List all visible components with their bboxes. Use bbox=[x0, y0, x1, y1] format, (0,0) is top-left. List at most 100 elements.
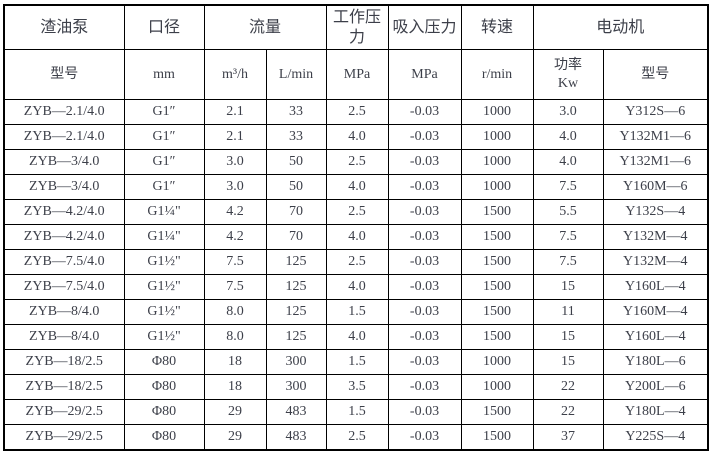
table-cell: Φ80 bbox=[123, 399, 205, 425]
table-cell: 1.5 bbox=[325, 349, 389, 375]
header-unit-m3h: m³/h bbox=[203, 49, 267, 100]
header-unit-mpa-working: MPa bbox=[325, 49, 389, 100]
header-power: 功率 Kw bbox=[532, 49, 604, 100]
table-cell: 1500 bbox=[460, 199, 534, 225]
table-cell: -0.03 bbox=[387, 199, 462, 225]
table-cell: 3.0 bbox=[532, 99, 604, 125]
table-cell: 1500 bbox=[460, 424, 534, 451]
table-cell: 7.5 bbox=[532, 249, 604, 275]
table-cell: -0.03 bbox=[387, 99, 462, 125]
table-cell: G1¼" bbox=[123, 199, 205, 225]
table-cell: 3.0 bbox=[203, 174, 267, 200]
table-cell: Φ80 bbox=[123, 424, 205, 451]
table-cell: Y132M1—6 bbox=[602, 124, 709, 150]
table-cell: Φ80 bbox=[123, 374, 205, 400]
table-cell: ZYB—29/2.5 bbox=[3, 399, 125, 425]
table-cell: 4.2 bbox=[203, 224, 267, 250]
table-cell: 4.0 bbox=[325, 224, 389, 250]
table-cell: ZYB—8/4.0 bbox=[3, 324, 125, 350]
table-cell: 1000 bbox=[460, 374, 534, 400]
header-motor: 电动机 bbox=[532, 4, 709, 50]
table-cell: 4.0 bbox=[325, 174, 389, 200]
table-cell: Y180L—4 bbox=[602, 399, 709, 425]
table-cell: 22 bbox=[532, 399, 604, 425]
table-row: ZYB—8/4.0 G1½" 8.0 125 4.0 -0.03 1500 15 Y160L—4 bbox=[3, 324, 709, 350]
table-cell: 483 bbox=[265, 399, 327, 425]
table-cell: 300 bbox=[265, 374, 327, 400]
table-cell: 300 bbox=[265, 349, 327, 375]
header-pump: 渣油泵 bbox=[3, 4, 125, 50]
table-cell: ZYB—29/2.5 bbox=[3, 424, 125, 451]
header-flow: 流量 bbox=[203, 4, 327, 50]
table-cell: 4.0 bbox=[532, 124, 604, 150]
table-cell: ZYB—18/2.5 bbox=[3, 349, 125, 375]
table-cell: G1″ bbox=[123, 124, 205, 150]
table-cell: 18 bbox=[203, 374, 267, 400]
header-unit-mm: mm bbox=[123, 49, 205, 100]
table-cell: 483 bbox=[265, 424, 327, 451]
table-cell: 8.0 bbox=[203, 299, 267, 325]
table-cell: ZYB—4.2/4.0 bbox=[3, 224, 125, 250]
table-cell: ZYB—2.1/4.0 bbox=[3, 124, 125, 150]
table-row: ZYB—4.2/4.0 G1¼" 4.2 70 2.5 -0.03 1500 5.5 Y132S… bbox=[3, 199, 709, 225]
table-row: ZYB—7.5/4.0 G1½" 7.5 125 4.0 -0.03 1500 15 Y160L… bbox=[3, 274, 709, 300]
table-cell: 1500 bbox=[460, 324, 534, 350]
header-row-1: 渣油泵 口径 流量 工作压力 吸入压力 转速 电动机 bbox=[3, 4, 709, 50]
table-row: ZYB—2.1/4.0 G1″ 2.1 33 4.0 -0.03 1000 4.0 Y132M1… bbox=[3, 124, 709, 150]
table-cell: Φ80 bbox=[123, 349, 205, 375]
table-cell: ZYB—8/4.0 bbox=[3, 299, 125, 325]
table-cell: G1″ bbox=[123, 174, 205, 200]
table-cell: 33 bbox=[265, 124, 327, 150]
table-cell: Y160L—4 bbox=[602, 324, 709, 350]
table-cell: 7.5 bbox=[532, 174, 604, 200]
table-cell: 7.5 bbox=[203, 249, 267, 275]
table-cell: 4.0 bbox=[325, 324, 389, 350]
table-cell: ZYB—7.5/4.0 bbox=[3, 274, 125, 300]
table-cell: 50 bbox=[265, 149, 327, 175]
table-cell: G1″ bbox=[123, 149, 205, 175]
table-cell: Y225S—4 bbox=[602, 424, 709, 451]
table-cell: 125 bbox=[265, 249, 327, 275]
table-cell: 22 bbox=[532, 374, 604, 400]
table-cell: 2.5 bbox=[325, 424, 389, 451]
table-cell: Y160L—4 bbox=[602, 274, 709, 300]
table-cell: 37 bbox=[532, 424, 604, 451]
table-cell: 1500 bbox=[460, 274, 534, 300]
table-cell: 1000 bbox=[460, 124, 534, 150]
table-cell: -0.03 bbox=[387, 374, 462, 400]
pump-spec-table: 渣油泵 口径 流量 工作压力 吸入压力 转速 电动机 型号 mm m³/h L/… bbox=[3, 4, 710, 451]
table-cell: 7.5 bbox=[532, 224, 604, 250]
table-row: ZYB—29/2.5 Φ80 29 483 2.5 -0.03 1500 37 Y225S—4 bbox=[3, 424, 709, 451]
table-cell: ZYB—2.1/4.0 bbox=[3, 99, 125, 125]
table-cell: 11 bbox=[532, 299, 604, 325]
table-cell: 1.5 bbox=[325, 299, 389, 325]
header-unit-rmin: r/min bbox=[460, 49, 534, 100]
table-cell: Y160M—4 bbox=[602, 299, 709, 325]
table-cell: 29 bbox=[203, 424, 267, 451]
table-cell: -0.03 bbox=[387, 399, 462, 425]
table-row: ZYB—18/2.5 Φ80 18 300 3.5 -0.03 1000 22 Y200L—6 bbox=[3, 374, 709, 400]
table-cell: -0.03 bbox=[387, 349, 462, 375]
table-row: ZYB—2.1/4.0 G1″ 2.1 33 2.5 -0.03 1000 3.0 Y312S—… bbox=[3, 99, 709, 125]
table-cell: Y132S—4 bbox=[602, 199, 709, 225]
table-cell: G1½" bbox=[123, 274, 205, 300]
table-header: 渣油泵 口径 流量 工作压力 吸入压力 转速 电动机 型号 mm m³/h L/… bbox=[3, 4, 709, 100]
table-cell: 1500 bbox=[460, 224, 534, 250]
table-row: ZYB—3/4.0 G1″ 3.0 50 4.0 -0.03 1000 7.5 Y160M—6 bbox=[3, 174, 709, 200]
table-cell: Y312S—6 bbox=[602, 99, 709, 125]
table-cell: 7.5 bbox=[203, 274, 267, 300]
header-model: 型号 bbox=[3, 49, 125, 100]
table-cell: Y160M—6 bbox=[602, 174, 709, 200]
table-cell: 2.5 bbox=[325, 99, 389, 125]
table-row: ZYB—8/4.0 G1½" 8.0 125 1.5 -0.03 1500 11 Y160M—4 bbox=[3, 299, 709, 325]
table-cell: G1″ bbox=[123, 99, 205, 125]
table-cell: 1.5 bbox=[325, 399, 389, 425]
table-cell: 5.5 bbox=[532, 199, 604, 225]
table-cell: Y132M—4 bbox=[602, 249, 709, 275]
table-cell: 4.0 bbox=[532, 149, 604, 175]
table-cell: 125 bbox=[265, 274, 327, 300]
table-row: ZYB—3/4.0 G1″ 3.0 50 2.5 -0.03 1000 4.0 Y132M1—6 bbox=[3, 149, 709, 175]
table-cell: ZYB—4.2/4.0 bbox=[3, 199, 125, 225]
table-cell: 15 bbox=[532, 274, 604, 300]
table-cell: 50 bbox=[265, 174, 327, 200]
